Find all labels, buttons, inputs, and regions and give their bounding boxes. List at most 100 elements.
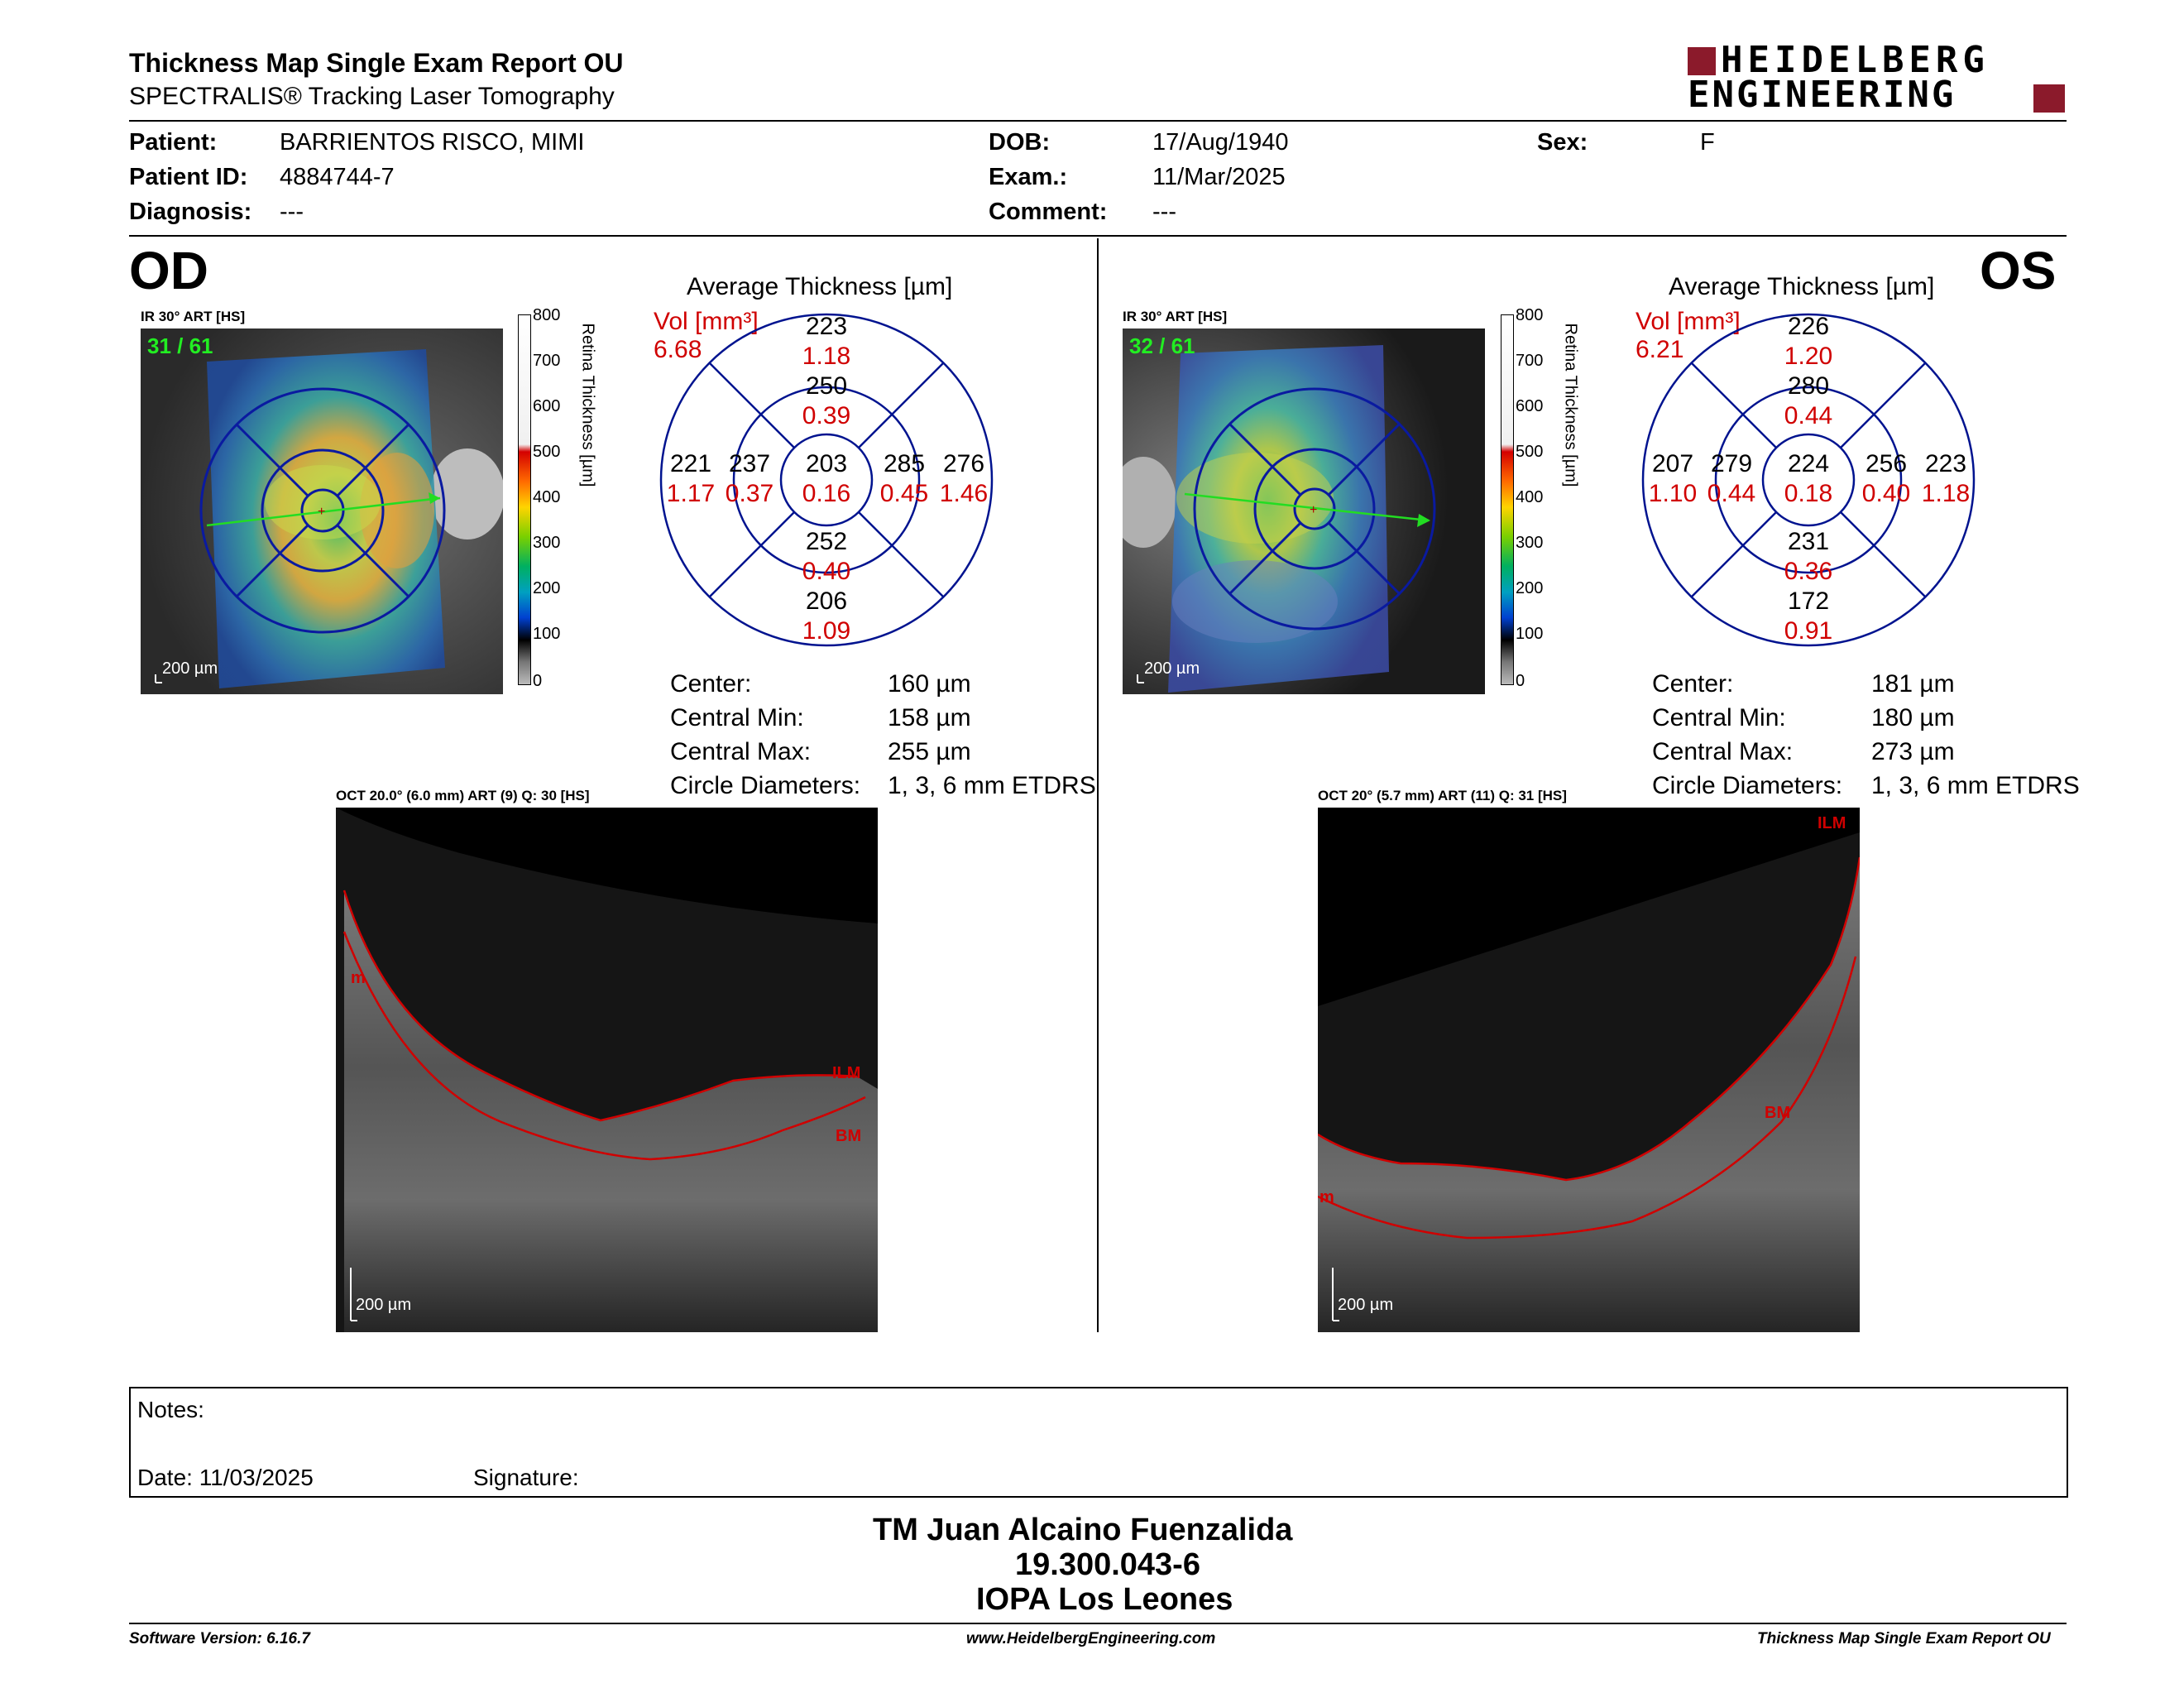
od-tick-200: 200 xyxy=(533,579,561,597)
logo-square-bottom xyxy=(2033,84,2065,113)
od-center-value: 160 µm xyxy=(888,670,971,698)
od-colorbar-title: Retina Thickness [µm] xyxy=(578,323,597,487)
os-circle-diam-label: Circle Diameters: xyxy=(1652,772,1843,799)
od-central-min-value: 158 µm xyxy=(888,704,971,731)
os-outer-right-v: 1.18 xyxy=(1921,480,1971,507)
od-tick-400: 400 xyxy=(533,488,561,506)
os-central-max-value: 273 µm xyxy=(1871,738,1955,765)
os-tick-600: 600 xyxy=(1516,397,1544,415)
os-tick-300: 300 xyxy=(1516,534,1544,552)
website-link[interactable]: www.HeidelbergEngineering.com xyxy=(966,1630,1216,1647)
os-inner-sup-t: 280 xyxy=(1787,372,1830,400)
dob-value: 17/Aug/1940 xyxy=(1152,129,1289,156)
os-ilm-label: ILM xyxy=(1818,814,1846,832)
os-inner-left-t: 279 xyxy=(1710,450,1753,477)
os-inner-inf-v: 0.36 xyxy=(1784,558,1833,585)
os-tick-0: 0 xyxy=(1516,672,1525,690)
os-inner-right-t: 256 xyxy=(1865,450,1908,477)
os-oct-label: OCT 20° (5.7 mm) ART (11) Q: 31 [HS] xyxy=(1318,788,1567,803)
patient-id-label: Patient ID: xyxy=(129,164,248,190)
od-center-t: 203 xyxy=(805,450,848,477)
os-fundus-map: + xyxy=(1123,328,1485,694)
date-label: Date: 11/03/2025 xyxy=(137,1465,314,1490)
od-ir-image: + 31 / 61 200 µm xyxy=(141,328,503,694)
od-outer-left-v: 1.17 xyxy=(666,480,716,507)
od-ilm-label: ILM xyxy=(832,1064,861,1082)
os-ir-image: + 32 / 61 200 µm xyxy=(1123,328,1485,694)
od-tick-300: 300 xyxy=(533,534,561,552)
os-oct-image xyxy=(1318,808,1860,1332)
od-fundus-map: + xyxy=(141,328,503,694)
logo-square-top xyxy=(1688,47,1716,75)
footer-report-name: Thickness Map Single Exam Report OU xyxy=(1757,1630,2051,1647)
patient-name: BARRIENTOS RISCO, MIMI xyxy=(280,129,585,156)
os-frame-counter: 32 / 61 xyxy=(1129,333,1195,358)
os-m-label: m xyxy=(1320,1188,1334,1206)
os-central-max-label: Central Max: xyxy=(1652,738,1794,765)
os-outer-inf-v: 0.91 xyxy=(1784,617,1833,645)
od-center-v: 0.16 xyxy=(802,480,851,507)
os-inner-inf-t: 231 xyxy=(1787,528,1830,555)
od-oct-bscan: ILM BM m 200 µm xyxy=(336,808,878,1332)
sex-value: F xyxy=(1700,129,1715,156)
signer-id: 19.300.043-6 xyxy=(1015,1547,1200,1582)
os-tick-500: 500 xyxy=(1516,443,1544,461)
comment-value: --- xyxy=(1152,199,1176,225)
od-vol-value: 6.68 xyxy=(654,336,702,363)
od-inner-inf-t: 252 xyxy=(805,528,848,555)
footer-rule xyxy=(129,1623,2067,1624)
report-subtitle: SPECTRALIS® Tracking Laser Tomography xyxy=(129,83,615,110)
os-eye-label: OS xyxy=(1980,241,2057,300)
diagnosis-label: Diagnosis: xyxy=(129,199,252,225)
os-outer-sup-v: 1.20 xyxy=(1784,343,1833,370)
od-tick-500: 500 xyxy=(533,443,561,461)
od-outer-left-t: 221 xyxy=(669,450,712,477)
header-rule xyxy=(129,120,2067,122)
od-oct-scale: 200 µm xyxy=(356,1296,412,1314)
od-central-max-value: 255 µm xyxy=(888,738,971,765)
od-circle-diam-label: Circle Diameters: xyxy=(670,772,861,799)
od-inner-inf-v: 0.40 xyxy=(802,558,851,585)
os-colorbar-title: Retina Thickness [µm] xyxy=(1561,323,1580,487)
od-frame-counter: 31 / 61 xyxy=(147,333,213,358)
info-rule xyxy=(129,235,2067,237)
od-avg-title: Average Thickness [µm] xyxy=(687,273,953,300)
od-tick-100: 100 xyxy=(533,625,561,643)
od-outer-sup-t: 223 xyxy=(805,313,848,340)
os-circle-diam-value: 1, 3, 6 mm ETDRS xyxy=(1871,772,2080,799)
logo-text-bottom: ENGINEERING xyxy=(1688,74,1956,116)
os-tick-100: 100 xyxy=(1516,625,1544,643)
os-center-v: 0.18 xyxy=(1784,480,1833,507)
os-colorbar-ticks: 800 700 600 500 400 300 200 100 0 xyxy=(1516,306,1549,695)
od-center-label: Center: xyxy=(670,670,752,698)
svg-text:+: + xyxy=(1310,503,1317,517)
eye-divider xyxy=(1097,238,1099,1332)
os-outer-right-t: 223 xyxy=(1924,450,1967,477)
od-outer-inf-v: 1.09 xyxy=(802,617,851,645)
sex-label: Sex: xyxy=(1537,129,1588,156)
os-tick-200: 200 xyxy=(1516,579,1544,597)
od-colorbar xyxy=(518,314,531,685)
od-inner-right-t: 285 xyxy=(883,450,926,477)
logo-text-top: HEIDELBERG xyxy=(1721,39,1990,81)
exam-label: Exam.: xyxy=(989,164,1068,190)
os-center-label: Center: xyxy=(1652,670,1734,698)
os-inner-sup-v: 0.44 xyxy=(1784,402,1833,429)
software-version: Software Version: 6.16.7 xyxy=(129,1630,310,1647)
os-tick-400: 400 xyxy=(1516,488,1544,506)
os-ir-label: IR 30° ART [HS] xyxy=(1123,309,1228,324)
os-central-min-value: 180 µm xyxy=(1871,704,1955,731)
os-colorbar xyxy=(1501,314,1514,685)
od-eye-label: OD xyxy=(129,241,208,300)
od-tick-800: 800 xyxy=(533,306,561,324)
signer-name: TM Juan Alcaino Fuenzalida xyxy=(873,1513,1293,1547)
patient-id: 4884744-7 xyxy=(280,164,395,190)
report-title: Thickness Map Single Exam Report OU xyxy=(129,48,624,78)
os-central-min-label: Central Min: xyxy=(1652,704,1786,731)
signer-org: IOPA Los Leones xyxy=(976,1582,1233,1617)
od-inner-left-v: 0.37 xyxy=(725,480,774,507)
od-m-label: m xyxy=(351,969,366,987)
od-ir-scale: 200 µm xyxy=(162,659,218,678)
os-inner-right-v: 0.40 xyxy=(1861,480,1911,507)
od-outer-inf-t: 206 xyxy=(805,587,848,615)
